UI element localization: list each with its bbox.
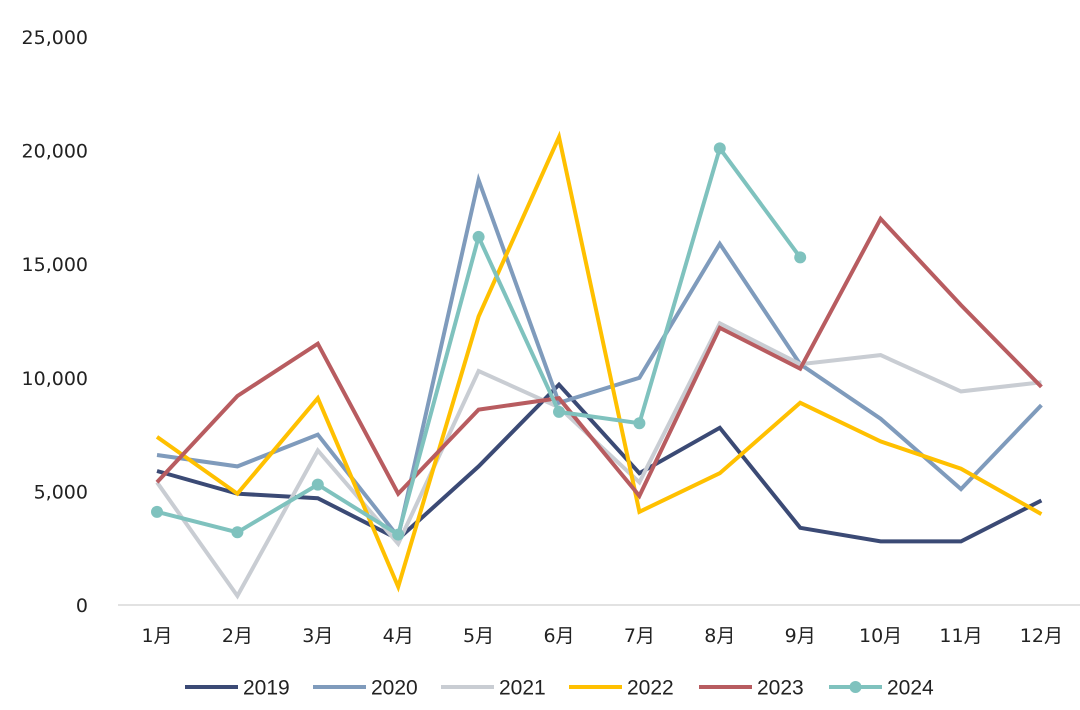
legend-item-2020: 2020 bbox=[313, 677, 418, 700]
legend-label: 2024 bbox=[887, 677, 934, 700]
legend-item-2022: 2022 bbox=[569, 677, 674, 700]
data-point bbox=[794, 251, 807, 264]
legend-marker bbox=[849, 681, 862, 693]
series-lines bbox=[151, 130, 1043, 600]
legend-label: 2023 bbox=[757, 677, 804, 700]
series-line bbox=[155, 215, 1043, 500]
x-tick-label: 8月 bbox=[704, 625, 735, 647]
legend-label: 2020 bbox=[371, 677, 418, 700]
data-point bbox=[311, 478, 324, 491]
series-2024 bbox=[151, 142, 807, 541]
x-tick-label: 1月 bbox=[141, 625, 172, 647]
y-tick-label: 5,000 bbox=[34, 481, 88, 503]
series-line bbox=[156, 381, 1043, 544]
legend-label: 2019 bbox=[243, 677, 290, 700]
series-2022 bbox=[155, 130, 1043, 593]
x-tick-label: 12月 bbox=[1020, 625, 1063, 647]
x-tick-label: 5月 bbox=[463, 625, 494, 647]
series-line bbox=[155, 130, 1043, 593]
y-axis-tick-labels: 0 5,000 10,000 15,000 20,000 25,000 bbox=[22, 27, 88, 617]
legend-label: 2021 bbox=[499, 677, 546, 700]
legend: 2019 2020 2021 2022 2023 2024 bbox=[185, 677, 934, 700]
legend-item-2023: 2023 bbox=[699, 677, 804, 700]
x-tick-label: 3月 bbox=[302, 625, 333, 647]
x-tick-label: 11月 bbox=[939, 625, 982, 647]
data-point bbox=[553, 405, 565, 418]
y-tick-label: 15,000 bbox=[22, 254, 88, 276]
data-point bbox=[231, 526, 244, 539]
data-point bbox=[633, 417, 646, 430]
x-axis-tick-labels: 1月 2月 3月 4月 5月 6月 7月 8月 9月 10月 11月 12月 bbox=[141, 625, 1063, 647]
x-tick-label: 6月 bbox=[543, 625, 574, 647]
legend-label: 2022 bbox=[627, 677, 674, 700]
x-tick-label: 7月 bbox=[624, 625, 655, 647]
x-tick-label: 2月 bbox=[222, 625, 253, 647]
legend-item-2024: 2024 bbox=[829, 677, 934, 700]
legend-item-2019: 2019 bbox=[185, 677, 290, 700]
y-tick-label: 10,000 bbox=[22, 368, 88, 390]
data-point bbox=[713, 142, 726, 155]
y-tick-label: 20,000 bbox=[22, 141, 88, 163]
data-point bbox=[472, 230, 485, 243]
y-tick-label: 0 bbox=[76, 595, 88, 617]
legend-item-2021: 2021 bbox=[441, 677, 546, 700]
series-2023 bbox=[155, 215, 1043, 500]
data-point bbox=[392, 528, 405, 541]
x-tick-label: 10月 bbox=[859, 625, 902, 647]
series-line bbox=[156, 172, 1043, 542]
x-tick-label: 4月 bbox=[383, 625, 414, 647]
data-point bbox=[151, 505, 163, 518]
y-tick-label: 25,000 bbox=[22, 27, 88, 49]
x-tick-label: 9月 bbox=[785, 625, 816, 647]
series-2019 bbox=[156, 381, 1043, 544]
series-2020 bbox=[156, 172, 1043, 542]
